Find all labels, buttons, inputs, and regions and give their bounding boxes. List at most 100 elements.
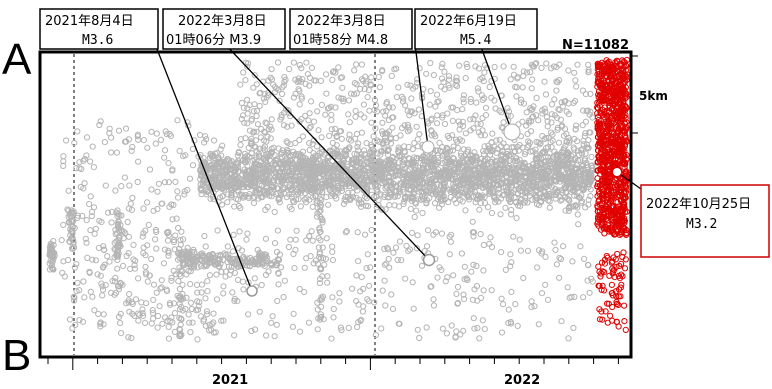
event-point (594, 114, 602, 121)
event-point (459, 118, 466, 125)
event-point (572, 97, 579, 105)
event-point (237, 136, 245, 143)
event-point (235, 245, 242, 252)
event-point (264, 254, 271, 262)
event-point (385, 255, 392, 263)
event-point (465, 165, 472, 172)
event-point (68, 227, 75, 234)
event-point (87, 158, 94, 165)
event-point (458, 250, 465, 257)
event-point (432, 187, 439, 194)
event-point (585, 168, 592, 175)
event-point (143, 271, 150, 278)
event-point (298, 93, 305, 100)
event-point (305, 117, 312, 124)
event-point (216, 177, 223, 184)
event-point (520, 274, 527, 282)
event-point (194, 336, 201, 343)
event-point (401, 171, 408, 178)
event-point (418, 170, 425, 177)
event-point (387, 140, 394, 147)
event-point (237, 204, 244, 212)
event-point (360, 77, 367, 84)
event-point (359, 167, 367, 174)
event-point (79, 212, 86, 219)
event-point (161, 154, 168, 161)
event-point (419, 209, 426, 217)
event-point (448, 104, 455, 111)
event-point (562, 174, 569, 181)
event-point (201, 258, 208, 265)
event-point (552, 246, 559, 253)
event-point (210, 310, 217, 317)
event-point (389, 114, 396, 121)
event-point (244, 105, 251, 112)
event-point (268, 319, 275, 326)
event-point (486, 190, 493, 197)
event-point (220, 182, 227, 189)
event-point (379, 287, 386, 294)
event-point (430, 296, 437, 303)
event-point (197, 185, 204, 192)
event-point (474, 325, 481, 332)
event-point (298, 65, 305, 72)
event-point (70, 244, 78, 251)
event-point (419, 180, 426, 187)
event-point (305, 179, 312, 186)
event-point (76, 287, 83, 294)
event-point (321, 261, 328, 268)
event-point (383, 99, 391, 106)
event-point (295, 78, 303, 85)
event-point (148, 186, 155, 193)
event-point (105, 209, 112, 216)
event-point (468, 268, 475, 275)
event-point (381, 245, 388, 253)
event-point (83, 239, 90, 246)
event-point (403, 242, 410, 249)
event-point (206, 154, 213, 161)
event-point (177, 296, 184, 303)
event-point (353, 81, 360, 88)
event-point (425, 227, 432, 234)
event-point (252, 137, 260, 144)
event-point (553, 78, 560, 85)
event-point (218, 152, 225, 159)
event-point (298, 115, 305, 123)
event-point (284, 123, 291, 130)
event-point (462, 207, 469, 214)
event-point (548, 101, 556, 108)
event-point (150, 296, 157, 303)
event-point (472, 112, 479, 119)
event-point (471, 149, 478, 156)
event-point (299, 133, 306, 140)
event-point (546, 204, 553, 211)
event-point (257, 190, 264, 197)
event-point (330, 314, 337, 321)
event-point (296, 285, 303, 293)
event-point (623, 56, 631, 64)
event-point (317, 237, 324, 244)
event-point (299, 181, 306, 189)
event-point (187, 268, 194, 275)
event-point (427, 88, 434, 95)
event-point (175, 278, 182, 285)
event-point (220, 290, 227, 297)
event-point (608, 97, 616, 104)
event-point (141, 319, 149, 326)
event-point (76, 165, 83, 172)
event-point (316, 187, 323, 195)
event-point (576, 194, 583, 201)
event-point (181, 191, 188, 198)
event-point (328, 335, 335, 342)
event-point (398, 257, 405, 264)
event-point (161, 179, 168, 186)
event-point (256, 153, 263, 160)
event-point (128, 299, 135, 306)
event-point (400, 95, 407, 102)
event-point (527, 148, 534, 155)
event-point (594, 183, 601, 190)
event-point (310, 184, 317, 191)
event-point (271, 240, 279, 247)
event-point (482, 104, 490, 111)
event-point (511, 194, 518, 201)
